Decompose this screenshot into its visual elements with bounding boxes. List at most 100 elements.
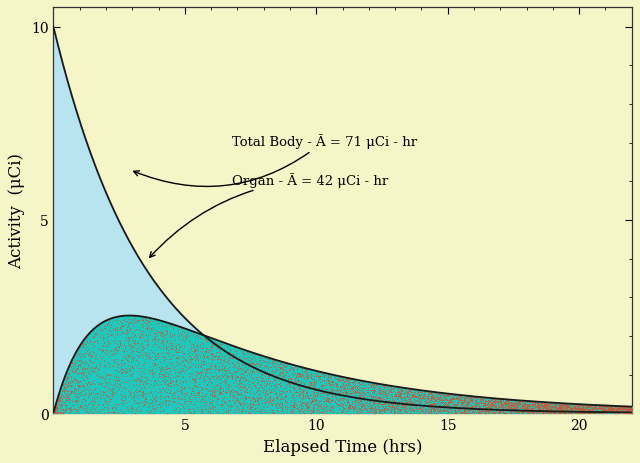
Point xyxy=(609,404,619,412)
Point xyxy=(389,397,399,404)
Point xyxy=(103,402,113,410)
Point xyxy=(534,405,545,412)
Point xyxy=(564,402,575,410)
Point xyxy=(227,372,237,379)
Point xyxy=(296,402,307,409)
Point xyxy=(445,391,455,398)
Point xyxy=(385,409,395,416)
Point xyxy=(373,406,383,413)
Point xyxy=(420,405,430,412)
Point xyxy=(122,326,132,333)
Point xyxy=(584,401,595,409)
Point xyxy=(236,372,246,380)
Point xyxy=(501,396,511,403)
Point xyxy=(618,407,628,414)
Point xyxy=(114,400,124,407)
Point xyxy=(506,406,516,413)
Point xyxy=(467,405,477,413)
Point xyxy=(449,393,459,400)
Point xyxy=(72,357,82,364)
Point xyxy=(214,390,224,398)
Point xyxy=(342,407,352,415)
Point xyxy=(76,391,86,399)
Point xyxy=(407,406,417,413)
Point xyxy=(477,394,487,401)
Point xyxy=(109,326,120,334)
Point xyxy=(614,404,624,412)
Point xyxy=(223,397,234,404)
Point xyxy=(105,375,115,383)
Point xyxy=(376,395,387,403)
Point xyxy=(518,408,528,416)
Point xyxy=(319,377,329,384)
Point xyxy=(483,402,493,410)
Point xyxy=(445,409,455,416)
Point xyxy=(76,389,86,397)
Point xyxy=(518,402,528,410)
Point xyxy=(445,396,455,404)
Point xyxy=(404,410,414,417)
Point xyxy=(356,409,366,417)
Point xyxy=(180,334,191,341)
Point xyxy=(548,405,558,412)
Point xyxy=(618,409,628,417)
Point xyxy=(528,409,538,416)
Point xyxy=(593,405,603,412)
Point xyxy=(63,370,74,377)
Point xyxy=(605,408,615,415)
Point xyxy=(564,406,575,413)
Point xyxy=(375,389,385,396)
Point xyxy=(521,405,531,412)
Point xyxy=(108,338,118,345)
Point xyxy=(294,372,304,380)
Point xyxy=(608,405,618,412)
Point xyxy=(282,403,292,410)
Point xyxy=(558,405,568,412)
Point xyxy=(245,404,255,412)
Point xyxy=(113,343,123,350)
Point xyxy=(493,398,503,405)
Point xyxy=(399,391,410,398)
Point xyxy=(403,388,413,396)
Point xyxy=(217,378,227,385)
Point xyxy=(149,359,159,367)
Point xyxy=(219,358,229,366)
Point xyxy=(433,404,443,412)
Point xyxy=(457,399,467,407)
Point xyxy=(356,384,366,391)
Point xyxy=(259,366,269,374)
Point xyxy=(422,392,432,400)
Point xyxy=(254,359,264,367)
Point xyxy=(70,406,81,413)
Point xyxy=(247,369,257,376)
Point xyxy=(280,363,291,370)
Point xyxy=(308,393,318,400)
Point xyxy=(582,401,592,409)
Point xyxy=(90,331,100,338)
Point xyxy=(240,359,250,367)
Point xyxy=(466,400,476,407)
Point xyxy=(90,393,100,400)
Point xyxy=(522,407,532,415)
Point xyxy=(554,404,564,411)
Point xyxy=(276,363,286,371)
Point xyxy=(573,407,583,414)
Point xyxy=(458,403,468,410)
Point xyxy=(611,405,621,412)
Point xyxy=(501,397,511,404)
Point xyxy=(180,357,191,365)
Point xyxy=(396,386,406,393)
Point xyxy=(531,403,541,411)
Point xyxy=(438,402,448,410)
Point xyxy=(404,400,415,407)
Point xyxy=(399,389,409,396)
Point xyxy=(317,382,327,390)
Point xyxy=(467,399,477,406)
Point xyxy=(340,381,350,388)
Point xyxy=(432,394,442,402)
Point xyxy=(281,378,291,385)
Point xyxy=(140,398,150,405)
Point xyxy=(375,394,385,401)
Point xyxy=(485,398,495,406)
Point xyxy=(369,382,379,389)
